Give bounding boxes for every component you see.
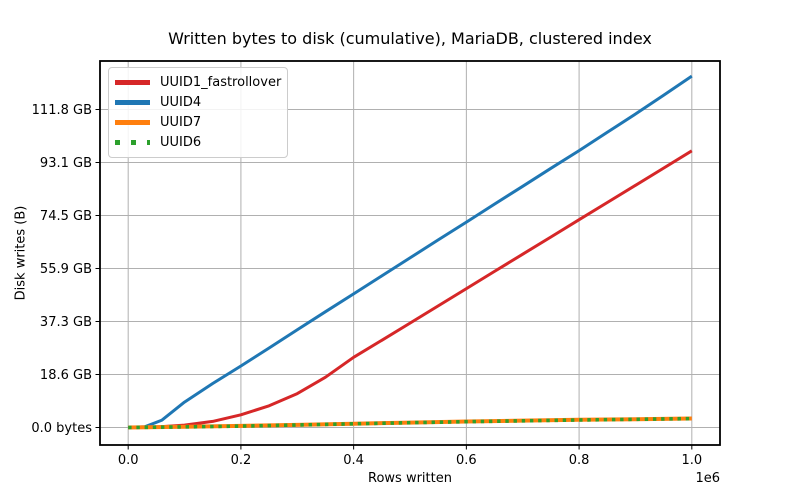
legend-swatch-UUID1_fastrollover — [115, 80, 150, 85]
series-line-UUID4 — [128, 74, 693, 429]
chart-title: Written bytes to disk (cumulative), Mari… — [168, 29, 652, 48]
x-tick-label: 0.6 — [456, 453, 477, 468]
series-line-UUID6 — [128, 416, 692, 430]
series-line-UUID1_fastrollover — [128, 149, 693, 429]
y-tick-label: 74.5 GB — [40, 209, 92, 224]
x-tick-label: 1.0 — [681, 453, 702, 468]
y-axis-label: Disk writes (B) — [13, 205, 29, 301]
x-tick-label: 0.0 — [118, 453, 139, 468]
y-tick-label: 111.8 GB — [32, 103, 92, 118]
legend-label: UUID1_fastrollover — [160, 75, 282, 90]
legend-item-UUID7: UUID7 — [115, 115, 277, 130]
y-tick-label: 0.0 bytes — [31, 421, 92, 436]
y-tick-label: 37.3 GB — [40, 315, 92, 330]
legend-item-UUID1_fastrollover: UUID1_fastrollover — [115, 75, 281, 90]
legend-swatch-UUID7 — [115, 120, 150, 125]
x-tick-label: 0.2 — [231, 453, 252, 468]
legend-swatch-UUID6 — [115, 140, 150, 145]
y-tick-label: 55.9 GB — [40, 262, 92, 277]
y-tick-label: 93.1 GB — [40, 156, 92, 171]
legend-label: UUID4 — [160, 95, 202, 110]
x-axis-label: Rows written — [368, 471, 452, 486]
legend-swatch-UUID4 — [115, 100, 150, 105]
x-tick-label: 0.4 — [343, 453, 364, 468]
x-tick-label: 0.8 — [569, 453, 590, 468]
legend-item-UUID4: UUID4 — [115, 95, 277, 110]
x-axis-offset-label: 1e6 — [695, 471, 720, 486]
legend-label: UUID7 — [160, 115, 202, 130]
legend: UUID1_fastrollover UUID4 UUID7 UUID6 — [108, 67, 288, 158]
legend-label: UUID6 — [160, 135, 202, 150]
y-tick-label: 18.6 GB — [40, 368, 92, 383]
legend-item-UUID6: UUID6 — [115, 135, 277, 150]
axes-frame — [99, 60, 721, 446]
